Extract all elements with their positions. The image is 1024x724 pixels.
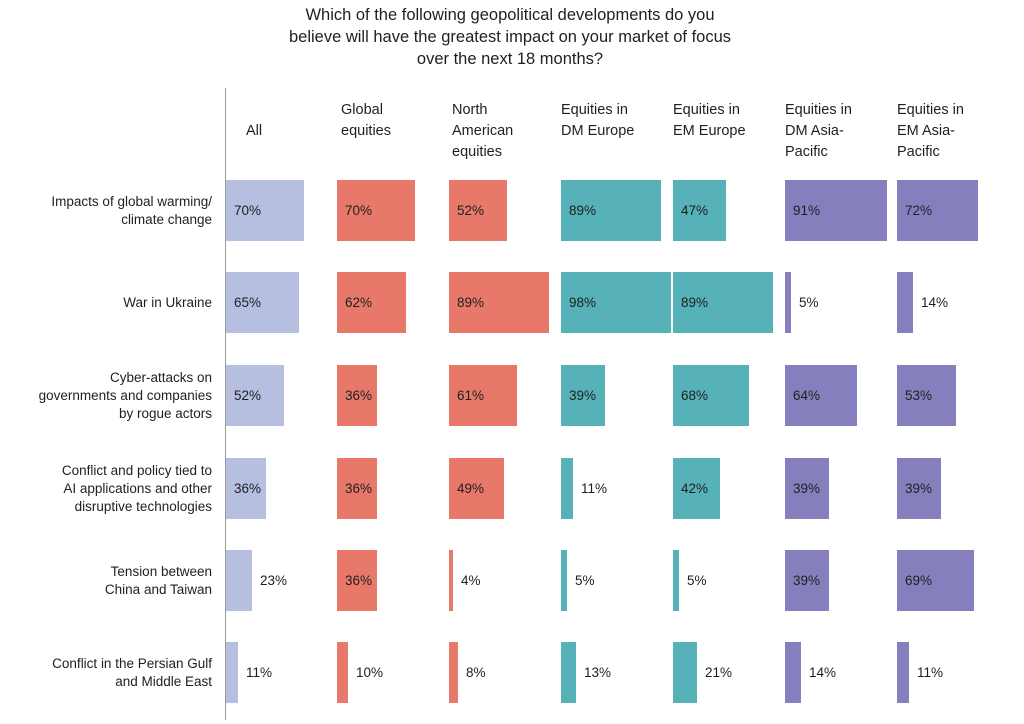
data-label: 11% — [917, 664, 944, 680]
bar — [226, 272, 299, 333]
column-header: Equities in EM Asia- Pacific — [897, 102, 964, 160]
bar — [673, 272, 773, 333]
bar — [897, 365, 956, 426]
data-label: 89% — [457, 294, 485, 310]
bar — [897, 180, 978, 241]
bar — [337, 365, 377, 426]
data-label: 52% — [234, 387, 262, 403]
data-label: 10% — [356, 664, 384, 680]
data-label: 36% — [234, 480, 262, 496]
bar — [226, 458, 266, 519]
row-label: Cyber-attacks on governments and compani… — [38, 369, 212, 421]
bar — [449, 180, 507, 241]
data-label: 36% — [345, 572, 373, 588]
data-label: 11% — [246, 664, 273, 680]
row-label: Impacts of global warming/ climate chang… — [51, 193, 212, 227]
data-label: 5% — [799, 294, 819, 310]
bar — [897, 458, 941, 519]
bar — [785, 642, 801, 703]
data-label: 23% — [260, 572, 288, 588]
bar — [561, 365, 605, 426]
data-label: 89% — [681, 294, 709, 310]
bar — [897, 272, 913, 333]
bar — [561, 458, 573, 519]
data-label: 98% — [569, 294, 597, 310]
bar — [785, 550, 829, 611]
data-label: 69% — [905, 572, 933, 588]
bar — [226, 180, 304, 241]
bar — [337, 642, 348, 703]
column-header: All — [246, 123, 263, 139]
data-label: 89% — [569, 202, 597, 218]
row-label: Conflict and policy tied to AI applicati… — [61, 462, 212, 514]
chart-title: Which of the following geopolitical deve… — [288, 6, 732, 68]
data-label: 72% — [905, 202, 933, 218]
column-header: Equities in EM Europe — [673, 102, 746, 139]
data-label: 36% — [345, 480, 373, 496]
bar — [226, 365, 284, 426]
column-header: Global equities — [341, 102, 391, 139]
bar — [337, 458, 377, 519]
data-label: 13% — [584, 664, 612, 680]
data-label: 53% — [905, 387, 933, 403]
bar — [897, 550, 974, 611]
data-label: 5% — [687, 572, 707, 588]
bar — [785, 180, 887, 241]
data-label: 4% — [461, 572, 481, 588]
axis-line — [225, 88, 226, 720]
data-label: 70% — [234, 202, 262, 218]
bar — [673, 458, 720, 519]
data-label: 47% — [681, 202, 709, 218]
data-label: 8% — [466, 664, 486, 680]
data-label: 68% — [681, 387, 709, 403]
row-label: War in Ukraine — [123, 294, 212, 310]
data-label: 65% — [234, 294, 262, 310]
bar — [561, 642, 576, 703]
bar — [337, 180, 415, 241]
data-label: 91% — [793, 202, 821, 218]
bar — [673, 642, 697, 703]
data-label: 14% — [809, 664, 837, 680]
data-label: 49% — [457, 480, 485, 496]
bar — [449, 272, 549, 333]
bar — [785, 458, 829, 519]
data-label: 21% — [705, 664, 733, 680]
data-label: 39% — [905, 480, 933, 496]
column-header: Equities in DM Asia- Pacific — [785, 102, 852, 160]
data-label: 39% — [569, 387, 597, 403]
column-header: North American equities — [452, 102, 514, 160]
data-label: 70% — [345, 202, 373, 218]
data-label: 11% — [581, 480, 608, 496]
bar — [449, 642, 458, 703]
bar — [337, 272, 406, 333]
data-label: 39% — [793, 480, 821, 496]
bar — [785, 365, 857, 426]
bar — [561, 180, 661, 241]
bar — [226, 550, 252, 611]
column-header: Equities in DM Europe — [561, 102, 635, 139]
data-label: 5% — [575, 572, 595, 588]
bar — [226, 642, 238, 703]
data-label: 62% — [345, 294, 373, 310]
row-label: Conflict in the Persian Gulf and Middle … — [52, 655, 212, 689]
data-label: 36% — [345, 387, 373, 403]
bar — [673, 365, 749, 426]
data-label: 42% — [681, 480, 709, 496]
row-label: Tension between China and Taiwan — [104, 563, 212, 597]
data-label: 64% — [793, 387, 821, 403]
bar — [897, 642, 909, 703]
bar — [449, 365, 517, 426]
bar — [449, 458, 504, 519]
data-label: 61% — [457, 387, 485, 403]
bar — [785, 272, 791, 333]
bar — [449, 550, 453, 611]
data-label: 39% — [793, 572, 821, 588]
data-label: 52% — [457, 202, 485, 218]
data-label: 14% — [921, 294, 949, 310]
bar — [673, 180, 726, 241]
bar — [561, 550, 567, 611]
bar — [337, 550, 377, 611]
bar — [673, 550, 679, 611]
bar — [561, 272, 671, 333]
